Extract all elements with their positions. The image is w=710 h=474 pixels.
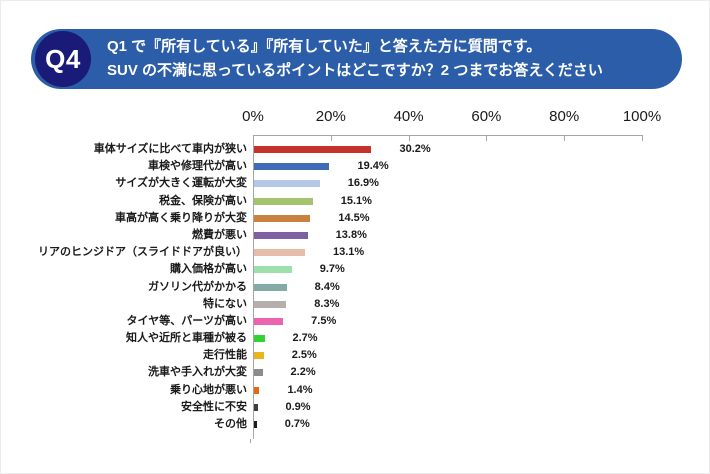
bar-row: タイヤ等、パーツが高い 7.5% xyxy=(1,313,709,330)
category-label: 車体サイズに比べて車内が狭い xyxy=(93,143,247,155)
value-label: 19.4% xyxy=(357,160,389,173)
question-text-line2: SUV の不満に思っているポイントはどこですか？2 つまでお答えください xyxy=(107,61,603,79)
bar xyxy=(254,214,311,222)
value-label: 13.1% xyxy=(332,246,365,259)
category-label: リアのヒンジドア（スライドドアが良い） xyxy=(38,246,247,259)
x-axis-tick-mark xyxy=(564,135,566,141)
x-axis-tick-mark xyxy=(486,135,488,141)
category-label: 車検や修理代が高い xyxy=(148,160,247,173)
bar-chart: 0% 20% 40% 60% 80% 100% 車体サイズに比べて車内が狭い 30.2% 車検… xyxy=(1,101,709,471)
value-label: 0.7% xyxy=(284,418,310,430)
bar xyxy=(254,266,292,274)
value-label: 2.7% xyxy=(292,332,318,345)
category-label: 知人や近所と車種が被る xyxy=(126,332,247,345)
x-axis-tick-mark xyxy=(330,135,332,141)
bar xyxy=(254,335,265,343)
bar-row: 購入価格が高い 9.7% xyxy=(1,261,709,278)
category-label: サイズが大きく運転が大変 xyxy=(115,177,247,190)
bar-row: 車体サイズに比べて車内が狭い 30.2% xyxy=(1,141,709,158)
value-label: 14.5% xyxy=(338,211,370,224)
question-text: Q1 で『所有している』『所有していた』と答えた方に質問です。 SUV の不満に… xyxy=(107,29,603,89)
bar-row: リアのヒンジドア（スライドドアが良い） 13.1% xyxy=(1,244,709,261)
x-axis-tick-label: 80% xyxy=(549,108,580,125)
category-label: 購入価格が高い xyxy=(170,263,247,276)
value-label: 30.2% xyxy=(399,143,431,155)
category-label: 燃費が悪い xyxy=(192,228,247,241)
category-label: 税金、保険が高い xyxy=(159,194,247,207)
category-label: 洗車や手入れが大変 xyxy=(148,366,247,379)
bar xyxy=(254,317,284,325)
bar xyxy=(254,352,264,360)
category-label: ガソリン代がかかる xyxy=(148,280,247,293)
y-axis-line xyxy=(253,135,254,439)
bar-row: 安全性に不安 0.9% xyxy=(1,399,709,416)
value-label: 0.9% xyxy=(285,400,311,413)
category-label: 安全性に不安 xyxy=(181,400,247,413)
bar xyxy=(254,180,320,188)
bar xyxy=(254,421,257,428)
value-label: 13.8% xyxy=(335,228,367,241)
bar xyxy=(254,249,305,257)
bar-row: ガソリン代がかかる 8.4% xyxy=(1,279,709,296)
category-label: その他 xyxy=(214,418,247,430)
bar-row: 車検や修理代が高い 19.4% xyxy=(1,158,709,175)
value-label: 15.1% xyxy=(340,194,372,207)
x-axis-line xyxy=(253,135,643,136)
value-label: 1.4% xyxy=(287,383,313,396)
x-axis-tick-label: 0% xyxy=(242,108,264,125)
question-number-badge: Q4 xyxy=(35,31,91,87)
question-banner: Q4 Q1 で『所有している』『所有していた』と答えた方に質問です。 SUV の… xyxy=(31,29,682,89)
bar xyxy=(254,403,258,411)
question-text-line1: Q1 で『所有している』『所有していた』と答えた方に質問です。 xyxy=(107,38,542,56)
x-axis-tick-mark xyxy=(642,135,643,141)
bar-row: サイズが大きく運転が大変 16.9% xyxy=(1,175,709,192)
category-label: 車高が高く乗り降りが大変 xyxy=(115,211,247,224)
category-label: タイヤ等、パーツが高い xyxy=(126,314,247,327)
y-axis-end-tick xyxy=(250,439,251,443)
bar-row: 燃費が悪い 13.8% xyxy=(1,227,709,244)
x-axis-tick-label: 100% xyxy=(622,108,662,125)
category-label: 特にない xyxy=(203,297,247,310)
bar-row: 走行性能 2.5% xyxy=(1,347,709,364)
bar-rows: 車体サイズに比べて車内が狭い 30.2% 車検や修理代が高い 19.4% サイズが大きく… xyxy=(1,141,709,433)
value-label: 2.2% xyxy=(290,366,316,379)
bar xyxy=(254,386,260,394)
x-axis-tick-label: 20% xyxy=(315,108,346,125)
bar xyxy=(254,163,330,171)
value-label: 9.7% xyxy=(319,263,345,276)
category-label: 乗り心地が悪い xyxy=(170,383,247,396)
bar-row: 特にない 8.3% xyxy=(1,296,709,313)
x-axis-tick-label: 60% xyxy=(471,108,502,125)
bar-row: その他 0.7% xyxy=(1,416,709,433)
bar xyxy=(254,369,263,377)
x-axis-tick-label: 40% xyxy=(393,108,424,125)
value-label: 16.9% xyxy=(347,177,379,190)
bar-row: 洗車や手入れが大変 2.2% xyxy=(1,364,709,381)
bar-row: 知人や近所と車種が被る 2.7% xyxy=(1,330,709,347)
value-label: 7.5% xyxy=(311,314,337,327)
bar-row: 車高が高く乗り降りが大変 14.5% xyxy=(1,210,709,227)
x-axis-tick-mark xyxy=(408,135,410,141)
value-label: 8.4% xyxy=(314,280,340,293)
value-label: 2.5% xyxy=(291,349,317,362)
bar-row: 税金、保険が高い 15.1% xyxy=(1,193,709,210)
bar-row: 乗り心地が悪い 1.4% xyxy=(1,382,709,399)
bar xyxy=(254,197,313,205)
value-label: 8.3% xyxy=(314,297,340,310)
bar xyxy=(254,283,287,291)
bar xyxy=(254,300,287,308)
category-label: 走行性能 xyxy=(203,349,247,362)
bar xyxy=(254,146,372,153)
x-axis-tick-mark xyxy=(253,135,254,141)
bar xyxy=(254,231,308,239)
